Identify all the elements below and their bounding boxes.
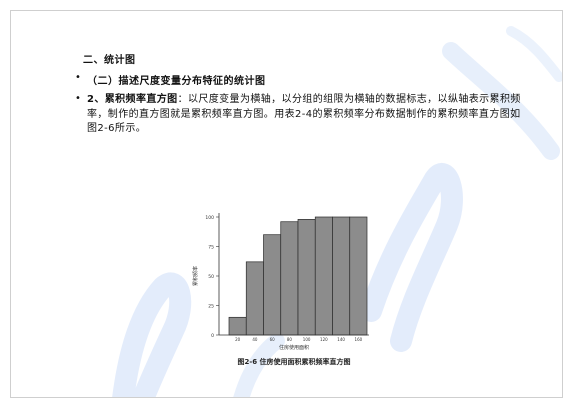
histogram-bar (297, 219, 316, 336)
bullet-text: （二）描述尺度变量分布特征的统计图 (87, 76, 266, 87)
x-tick-label: 40 (252, 337, 258, 342)
y-tick-label: 100 (205, 215, 214, 221)
bullet-lead: 2、累积频率直方图 (87, 94, 178, 105)
y-tick-label: 50 (208, 274, 214, 280)
histogram-bar (314, 216, 333, 336)
y-tick-label: 75 (208, 244, 214, 250)
y-axis-label: 累积频率 (192, 266, 199, 286)
histogram-bar (332, 216, 351, 336)
section-heading: 二、统计图 (83, 55, 136, 66)
cumulative-histogram-figure: 0 25 50 75 100 20 40 60 80 100 120 140 160 住房使用面积 累… (181, 207, 381, 367)
x-tick-label: 20 (235, 337, 241, 342)
y-tick-label: 25 (208, 303, 214, 309)
x-tick-label: 60 (270, 337, 276, 342)
histogram-bar (263, 234, 282, 336)
histogram-bar (245, 261, 264, 336)
bullet-paragraph: 2、累积频率直方图：以尺度变量为横轴，以分组的组限为横轴的数据标志，以纵轴表示累… (87, 93, 527, 137)
x-tick-label: 140 (337, 337, 345, 342)
bullet-dot-icon: • (75, 93, 81, 104)
x-axis-label: 住房使用面积 (279, 344, 309, 351)
x-tick-label: 80 (287, 337, 293, 342)
histogram-bar (228, 316, 247, 336)
slide-frame: 二、统计图 • （二）描述尺度变量分布特征的统计图 • 2、累积频率直方图：以尺… (10, 10, 563, 398)
cumulative-histogram: 0 25 50 75 100 20 40 60 80 100 120 140 160 住房使用面积 累… (192, 213, 369, 351)
x-tick-label: 100 (303, 337, 311, 342)
slide-content: 二、统计图 • （二）描述尺度变量分布特征的统计图 • 2、累积频率直方图：以尺… (11, 11, 562, 397)
y-tick-label: 0 (211, 333, 214, 339)
bullet-dot-icon: • (75, 72, 81, 83)
x-tick-label: 160 (355, 337, 363, 342)
bullet-body: ：以尺度变量为横轴，以分组的组限为横轴的数据标志，以纵轴表示累积频率，制作的直方… (87, 94, 521, 134)
figure-caption: 图2-6 住房使用面积累积频率直方图 (237, 358, 351, 366)
histogram-bar (349, 216, 368, 336)
histogram-bar (280, 221, 299, 336)
x-tick-label: 120 (320, 337, 328, 342)
